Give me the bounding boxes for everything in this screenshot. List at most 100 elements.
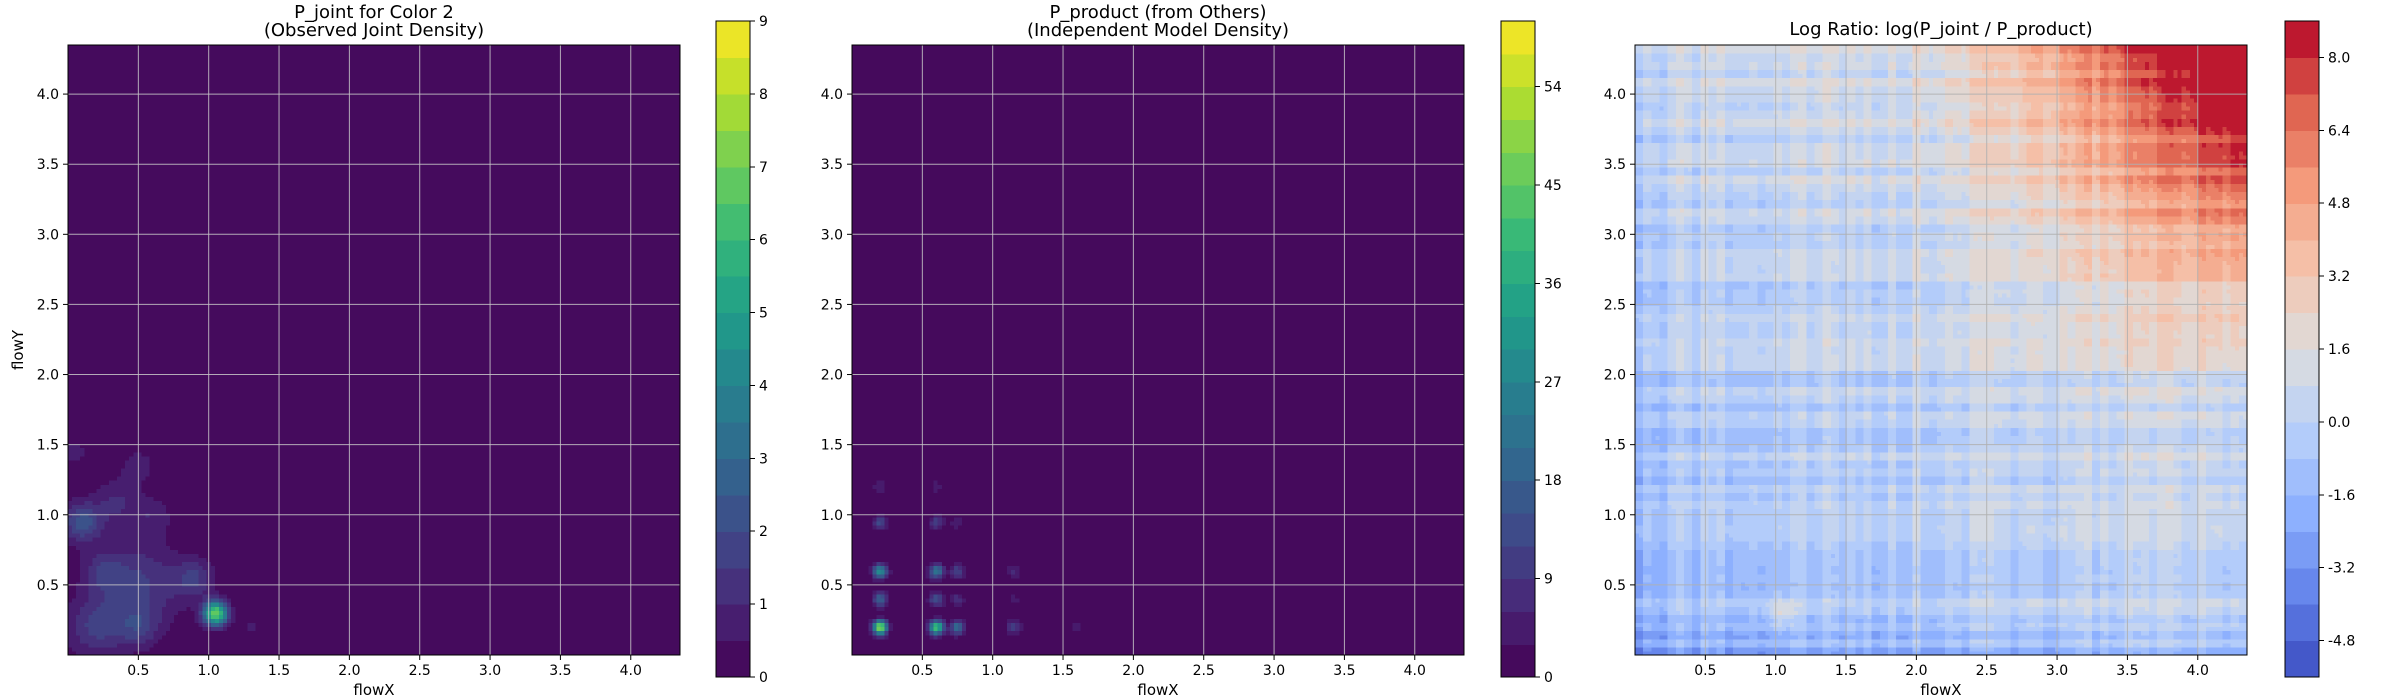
heatmap-cell bbox=[607, 643, 612, 648]
heatmap-cell bbox=[272, 627, 277, 632]
heatmap-cell bbox=[341, 639, 346, 644]
heatmap-cell bbox=[174, 635, 179, 640]
heatmap-cell bbox=[639, 647, 644, 652]
heatmap-cell bbox=[562, 627, 567, 632]
heatmap-cell bbox=[215, 643, 220, 648]
heatmap-cell bbox=[162, 639, 167, 644]
heatmap-cell bbox=[105, 643, 110, 648]
heatmap-cell bbox=[660, 627, 665, 632]
heatmap-cell bbox=[288, 643, 293, 648]
heatmap-cell bbox=[129, 622, 134, 627]
heatmap-cell bbox=[480, 647, 485, 652]
heatmap-cell bbox=[374, 639, 379, 644]
heatmap-cell bbox=[631, 631, 636, 636]
heatmap-cell bbox=[150, 643, 155, 648]
heatmap-cell bbox=[280, 643, 285, 648]
heatmap-cell bbox=[101, 627, 106, 632]
heatmap-cell bbox=[660, 639, 665, 644]
heatmap-cell bbox=[182, 643, 187, 648]
heatmap-cell bbox=[668, 643, 673, 648]
heatmap-cell bbox=[513, 631, 518, 636]
heatmap-cell bbox=[333, 643, 338, 648]
heatmap-cell bbox=[166, 631, 171, 636]
heatmap-cell bbox=[305, 627, 310, 632]
heatmap-cell bbox=[447, 643, 452, 648]
heatmap-cell bbox=[305, 643, 310, 648]
heatmap-cell bbox=[651, 635, 656, 640]
heatmap-cell bbox=[615, 635, 620, 640]
heatmap-cell bbox=[105, 631, 110, 636]
heatmap-cell bbox=[452, 639, 457, 644]
heatmap-cell bbox=[480, 627, 485, 632]
heatmap-cell bbox=[505, 631, 510, 636]
heatmap-cell bbox=[668, 639, 673, 644]
heatmap-cell bbox=[517, 622, 522, 627]
heatmap-cell bbox=[231, 639, 236, 644]
heatmap-cell bbox=[341, 635, 346, 640]
heatmap-cell bbox=[227, 643, 232, 648]
heatmap-cell bbox=[541, 639, 546, 644]
heatmap-cell bbox=[166, 622, 171, 627]
heatmap-cell bbox=[301, 631, 306, 636]
heatmap-cell bbox=[186, 631, 191, 636]
heatmap-cell bbox=[186, 635, 191, 640]
heatmap-cell bbox=[403, 639, 408, 644]
heatmap-cell bbox=[382, 647, 387, 652]
heatmap-cell bbox=[284, 631, 289, 636]
heatmap-cell bbox=[97, 622, 102, 627]
heatmap-cell bbox=[411, 635, 416, 640]
heatmap-cell bbox=[464, 627, 469, 632]
heatmap-cell bbox=[513, 622, 518, 627]
heatmap-cell bbox=[435, 635, 440, 640]
heatmap-cell bbox=[464, 635, 469, 640]
heatmap-cell bbox=[264, 647, 269, 652]
heatmap-cell bbox=[656, 627, 661, 632]
heatmap-cell bbox=[101, 635, 106, 640]
heatmap-cell bbox=[219, 647, 224, 652]
heatmap-cell bbox=[292, 647, 297, 652]
heatmap-cell bbox=[92, 631, 97, 636]
heatmap-cell bbox=[280, 622, 285, 627]
heatmap-cell bbox=[370, 622, 375, 627]
heatmap-cell bbox=[170, 631, 175, 636]
heatmap-cell bbox=[611, 647, 616, 652]
heatmap-cell bbox=[350, 622, 355, 627]
heatmap-cell bbox=[488, 631, 493, 636]
heatmap-cell bbox=[370, 647, 375, 652]
heatmap-cell bbox=[423, 631, 428, 636]
subplot-1: 0.5 1.0 1.5 2.0 2.5 3.0 3.5 4.00.51.01.52.02.53… bbox=[9, 2, 768, 699]
heatmap-cell bbox=[427, 635, 432, 640]
heatmap-cell bbox=[227, 622, 232, 627]
heatmap-cell bbox=[439, 631, 444, 636]
heatmap-cell bbox=[415, 627, 420, 632]
heatmap-cell bbox=[268, 627, 273, 632]
heatmap-cell bbox=[72, 635, 77, 640]
heatmap-cell bbox=[374, 647, 379, 652]
heatmap-cell bbox=[325, 631, 330, 636]
heatmap-cell bbox=[374, 635, 379, 640]
heatmap-cell bbox=[598, 627, 603, 632]
heatmap-cell bbox=[84, 643, 89, 648]
heatmap-cell bbox=[660, 647, 665, 652]
heatmap-cell bbox=[611, 631, 616, 636]
heatmap-cell bbox=[394, 647, 399, 652]
heatmap-cell bbox=[460, 643, 465, 648]
heatmap-cell bbox=[476, 622, 481, 627]
heatmap-cell bbox=[284, 643, 289, 648]
heatmap-cell bbox=[129, 643, 134, 648]
heatmap-cell bbox=[615, 643, 620, 648]
heatmap-cell bbox=[476, 639, 481, 644]
heatmap-cell bbox=[390, 622, 395, 627]
heatmap-cell bbox=[68, 635, 73, 640]
heatmap-cell bbox=[611, 635, 616, 640]
heatmap-cell bbox=[178, 635, 183, 640]
heatmap-cell bbox=[521, 643, 526, 648]
heatmap-cell bbox=[341, 622, 346, 627]
heatmap-cell bbox=[92, 635, 97, 640]
heatmap-cell bbox=[525, 639, 530, 644]
heatmap-cell bbox=[276, 627, 281, 632]
heatmap-cell bbox=[545, 627, 550, 632]
heatmap-cell bbox=[260, 647, 265, 652]
heatmap-cell bbox=[329, 639, 334, 644]
heatmap-cell bbox=[639, 631, 644, 636]
